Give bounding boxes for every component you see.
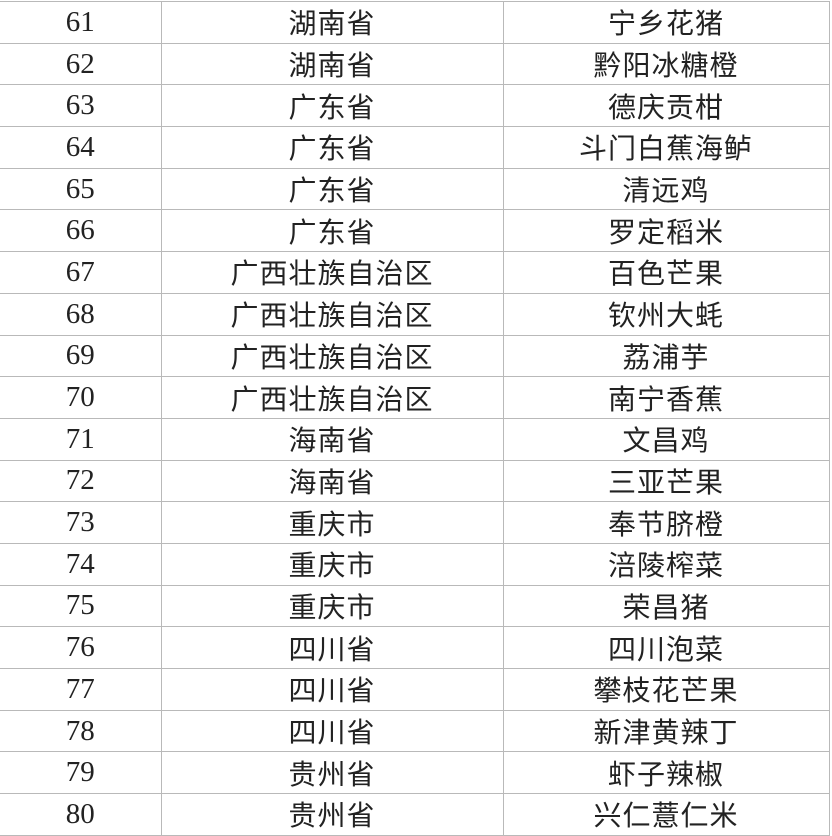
cell-number[interactable]: 74 xyxy=(0,542,162,586)
cell-number[interactable]: 71 xyxy=(0,417,162,461)
cell-product[interactable]: 罗定稻米 xyxy=(502,209,830,253)
table-row: 64 广东省 斗门白蕉海鲈 xyxy=(0,126,830,169)
cell-number[interactable]: 61 xyxy=(0,1,162,44)
table-row: 76 四川省 四川泡菜 xyxy=(0,626,830,669)
cell-product[interactable]: 百色芒果 xyxy=(502,251,830,294)
cell-number[interactable]: 67 xyxy=(0,251,162,294)
cell-number[interactable]: 73 xyxy=(0,501,162,544)
table-row: 72 海南省 三亚芒果 xyxy=(0,459,830,503)
cell-product[interactable]: 荔浦芋 xyxy=(502,334,830,378)
cell-product[interactable]: 兴仁薏仁米 xyxy=(502,793,830,836)
cell-province[interactable]: 广西壮族自治区 xyxy=(160,334,504,378)
cell-number[interactable]: 68 xyxy=(0,292,162,336)
table-row: 78 四川省 新津黄辣丁 xyxy=(0,709,830,753)
table-row: 75 重庆市 荣昌猪 xyxy=(0,584,830,628)
cell-product[interactable]: 虾子辣椒 xyxy=(502,751,830,795)
cell-product[interactable]: 攀枝花芒果 xyxy=(502,668,830,711)
table-row: 70 广西壮族自治区 南宁香蕉 xyxy=(0,376,830,419)
cell-province[interactable]: 广西壮族自治区 xyxy=(160,292,504,336)
cell-product[interactable]: 三亚芒果 xyxy=(502,459,830,503)
cell-product[interactable]: 奉节脐橙 xyxy=(502,501,830,544)
cell-province[interactable]: 广东省 xyxy=(160,84,504,128)
cell-province[interactable]: 重庆市 xyxy=(160,501,504,544)
cell-number[interactable]: 69 xyxy=(0,334,162,378)
cell-province[interactable]: 海南省 xyxy=(160,459,504,503)
cell-product[interactable]: 涪陵榨菜 xyxy=(502,542,830,586)
table-row: 65 广东省 清远鸡 xyxy=(0,167,830,211)
cell-province[interactable]: 四川省 xyxy=(160,626,504,669)
cell-product[interactable]: 黔阳冰糖橙 xyxy=(502,42,830,86)
cell-number[interactable]: 63 xyxy=(0,84,162,128)
cell-province[interactable]: 湖南省 xyxy=(160,1,504,44)
cell-province[interactable]: 广东省 xyxy=(160,126,504,169)
cell-number[interactable]: 65 xyxy=(0,167,162,211)
table-row: 73 重庆市 奉节脐橙 xyxy=(0,501,830,544)
cell-province[interactable]: 湖南省 xyxy=(160,42,504,86)
cell-province[interactable]: 四川省 xyxy=(160,668,504,711)
cell-number[interactable]: 75 xyxy=(0,584,162,628)
table-row: 74 重庆市 涪陵榨菜 xyxy=(0,542,830,586)
table-row: 69 广西壮族自治区 荔浦芋 xyxy=(0,334,830,378)
cell-product[interactable]: 宁乡花猪 xyxy=(502,1,830,44)
cell-product[interactable]: 南宁香蕉 xyxy=(502,376,830,419)
cell-product[interactable]: 四川泡菜 xyxy=(502,626,830,669)
cell-province[interactable]: 广东省 xyxy=(160,209,504,253)
table-row: 71 海南省 文昌鸡 xyxy=(0,417,830,461)
table-row: 77 四川省 攀枝花芒果 xyxy=(0,668,830,711)
cell-number[interactable]: 66 xyxy=(0,209,162,253)
cell-number[interactable]: 62 xyxy=(0,42,162,86)
cell-province[interactable]: 广西壮族自治区 xyxy=(160,251,504,294)
table-row: 66 广东省 罗定稻米 xyxy=(0,209,830,253)
cell-number[interactable]: 72 xyxy=(0,459,162,503)
cell-number[interactable]: 64 xyxy=(0,126,162,169)
cell-province[interactable]: 贵州省 xyxy=(160,793,504,836)
cell-number[interactable]: 80 xyxy=(0,793,162,836)
cell-product[interactable]: 斗门白蕉海鲈 xyxy=(502,126,830,169)
table-row: 80 贵州省 兴仁薏仁米 xyxy=(0,793,830,836)
cell-product[interactable]: 文昌鸡 xyxy=(502,417,830,461)
cell-number[interactable]: 77 xyxy=(0,668,162,711)
cell-number[interactable]: 76 xyxy=(0,626,162,669)
cell-product[interactable]: 荣昌猪 xyxy=(502,584,830,628)
table-row: 68 广西壮族自治区 钦州大蚝 xyxy=(0,292,830,336)
cell-product[interactable]: 钦州大蚝 xyxy=(502,292,830,336)
cell-province[interactable]: 贵州省 xyxy=(160,751,504,795)
cell-province[interactable]: 广西壮族自治区 xyxy=(160,376,504,419)
table-row: 62 湖南省 黔阳冰糖橙 xyxy=(0,42,830,86)
cell-province[interactable]: 海南省 xyxy=(160,417,504,461)
cell-province[interactable]: 四川省 xyxy=(160,709,504,753)
cell-number[interactable]: 79 xyxy=(0,751,162,795)
cell-number[interactable]: 70 xyxy=(0,376,162,419)
table-row: 61 湖南省 宁乡花猪 xyxy=(0,1,830,44)
table-row: 79 贵州省 虾子辣椒 xyxy=(0,751,830,795)
cell-province[interactable]: 广东省 xyxy=(160,167,504,211)
cell-number[interactable]: 78 xyxy=(0,709,162,753)
cell-product[interactable]: 德庆贡柑 xyxy=(502,84,830,128)
cell-product[interactable]: 清远鸡 xyxy=(502,167,830,211)
cell-province[interactable]: 重庆市 xyxy=(160,542,504,586)
cell-province[interactable]: 重庆市 xyxy=(160,584,504,628)
cell-product[interactable]: 新津黄辣丁 xyxy=(502,709,830,753)
table-row: 67 广西壮族自治区 百色芒果 xyxy=(0,251,830,294)
table-row: 63 广东省 德庆贡柑 xyxy=(0,84,830,128)
